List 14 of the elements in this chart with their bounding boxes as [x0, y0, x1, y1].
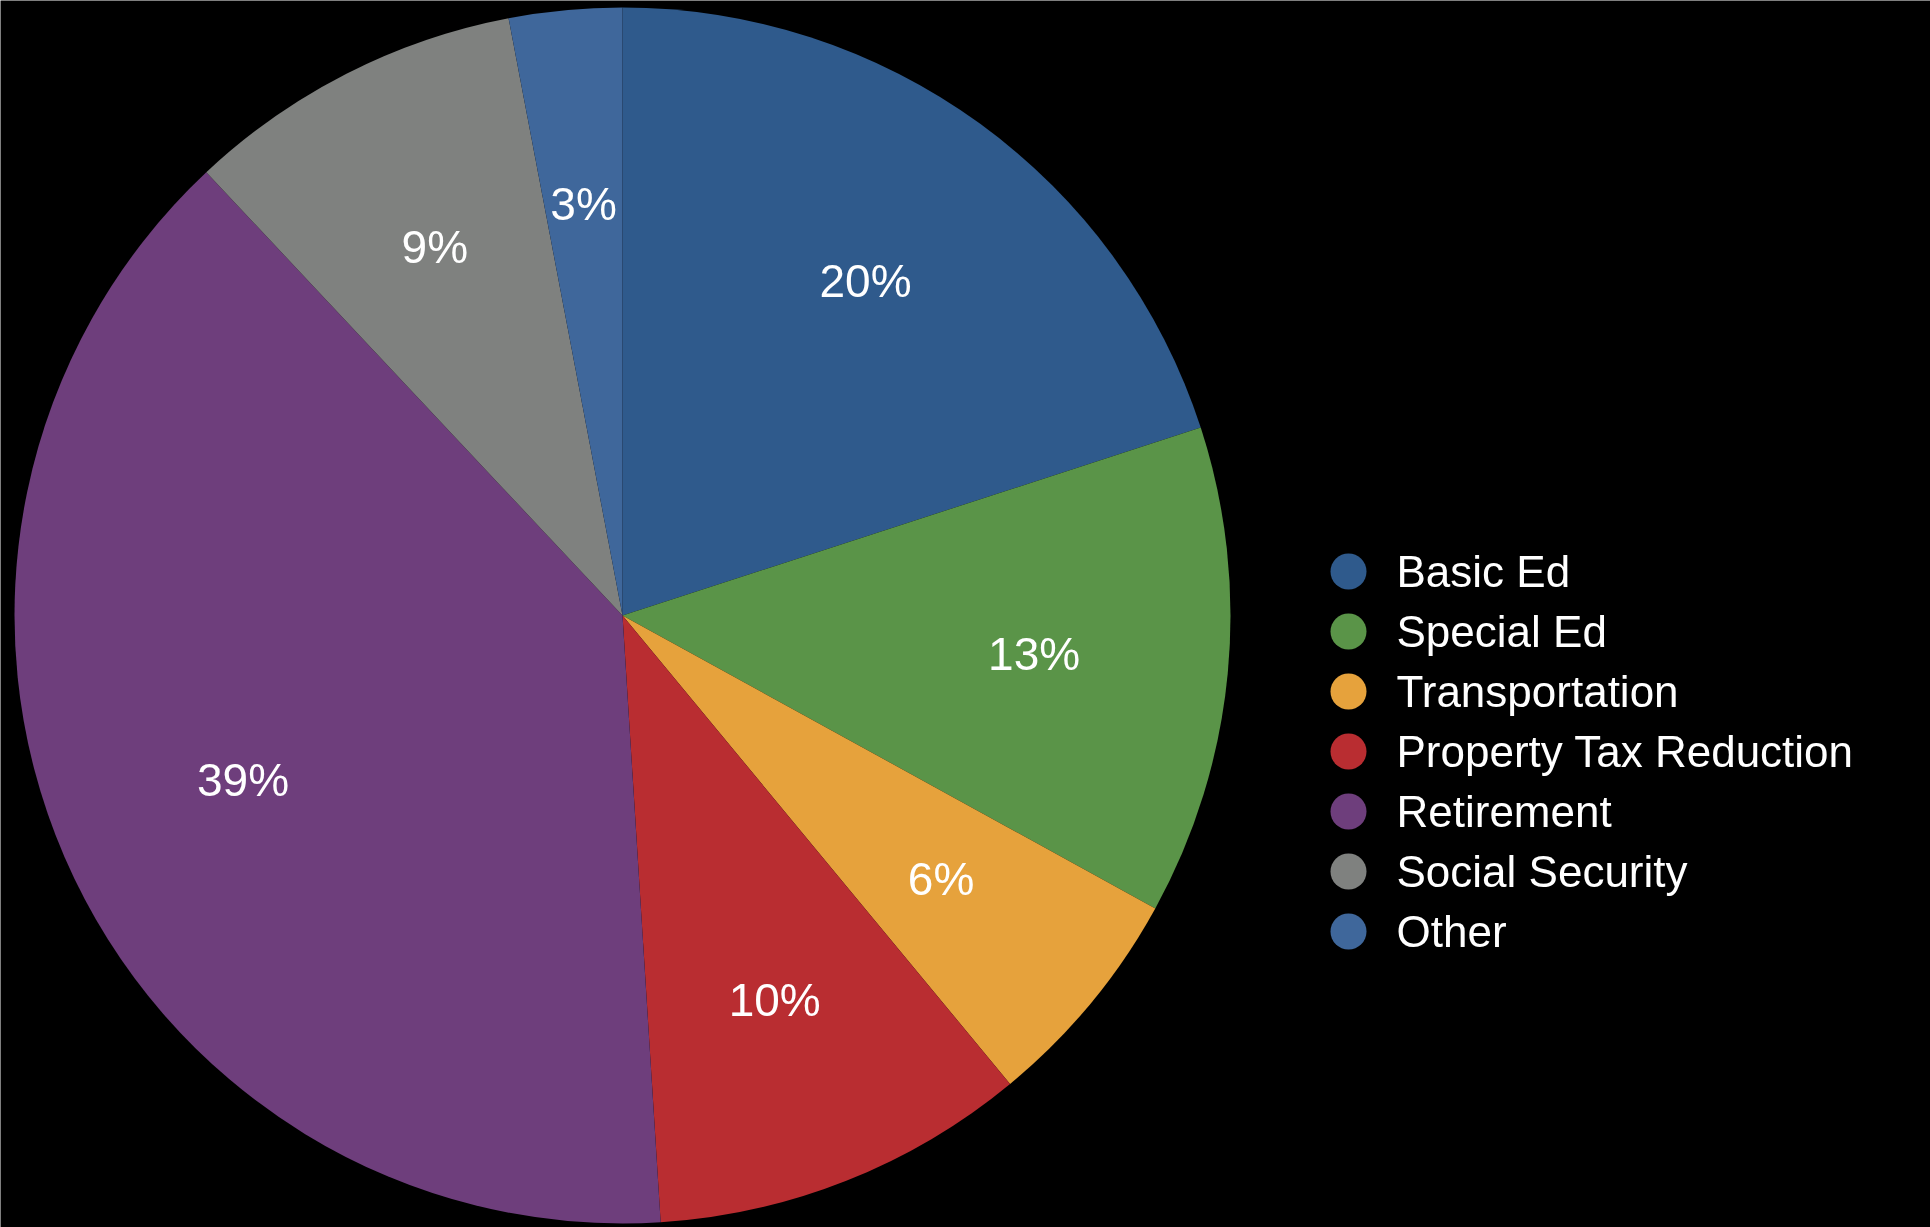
data-label: 10%: [728, 973, 821, 1026]
legend-label: Retirement: [1396, 787, 1612, 836]
data-label: 20%: [819, 255, 912, 308]
legend-label: Property Tax Reduction: [1396, 727, 1854, 776]
legend-label: Transportation: [1396, 667, 1679, 716]
data-label: 39%: [197, 753, 290, 806]
legend-label: Social Security: [1396, 847, 1688, 896]
legend-label: Special Ed: [1396, 607, 1607, 656]
data-label: 3%: [550, 177, 617, 230]
legend-label: Other: [1396, 907, 1507, 956]
data-label: 6%: [907, 853, 975, 906]
data-label: 9%: [401, 221, 469, 274]
data-label: 13%: [988, 628, 1081, 681]
legend-label: Basic Ed: [1396, 547, 1571, 596]
